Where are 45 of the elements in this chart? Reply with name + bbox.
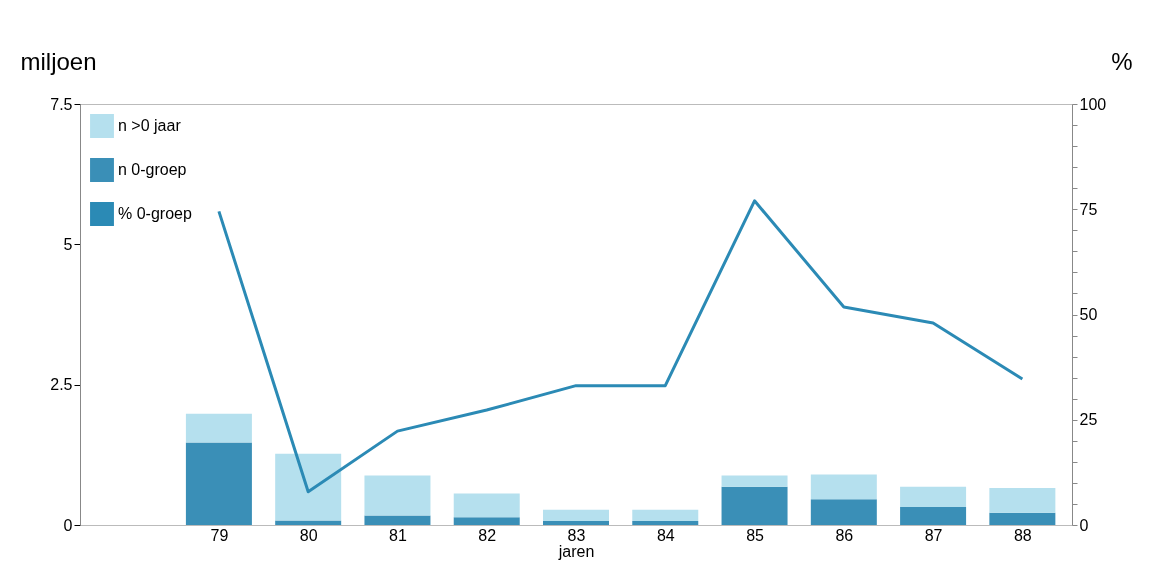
bar <box>900 507 967 525</box>
y2-tick-label: 100 <box>1079 95 1107 113</box>
bar <box>453 517 520 525</box>
x-tick-label: 87 <box>924 526 943 544</box>
y2-tick-label: 25 <box>1079 411 1098 429</box>
x-tick-label: 83 <box>567 526 586 544</box>
legend-label: n 0-groep <box>118 161 187 178</box>
bar <box>543 509 609 522</box>
bar <box>721 475 788 487</box>
x-tick-label: 85 <box>746 526 765 544</box>
y2-tick-label: 75 <box>1079 200 1098 218</box>
bar <box>453 493 520 518</box>
y-tick-label: 7.5 <box>50 95 73 113</box>
bar <box>543 521 609 525</box>
x-tick-label: 88 <box>1013 526 1032 544</box>
bar <box>989 487 1056 513</box>
legend-label: % 0-groep <box>118 205 192 222</box>
y-tick-label: 5 <box>63 235 73 253</box>
y-tick-label: 2.5 <box>50 376 73 394</box>
line-series <box>217 199 1024 494</box>
bar <box>721 486 788 525</box>
bar <box>364 515 431 525</box>
x-tick-label: 80 <box>299 526 318 544</box>
y-tick-label: 0 <box>63 516 73 534</box>
x-tick-label: 79 <box>210 526 229 544</box>
bar <box>810 474 877 500</box>
y2-axis-title: % <box>1111 47 1133 75</box>
y2-tick-label: 50 <box>1079 306 1098 323</box>
bar <box>989 512 1056 525</box>
bar <box>632 521 699 525</box>
y2-tick-label: 0 <box>1079 516 1089 534</box>
x-axis-title: jaren <box>557 542 595 560</box>
bar <box>185 413 252 443</box>
y-axis-title: miljoen <box>20 47 97 75</box>
bar <box>275 453 342 521</box>
bar <box>364 475 431 516</box>
x-tick-label: 82 <box>478 526 497 544</box>
bar <box>900 486 967 508</box>
bar <box>632 509 699 522</box>
x-tick-label: 86 <box>835 526 854 544</box>
bar <box>810 499 877 525</box>
x-tick-label: 84 <box>656 526 675 544</box>
x-tick-label: 81 <box>389 526 407 544</box>
bar <box>185 442 252 525</box>
legend-label: n >0 jaar <box>118 117 182 134</box>
